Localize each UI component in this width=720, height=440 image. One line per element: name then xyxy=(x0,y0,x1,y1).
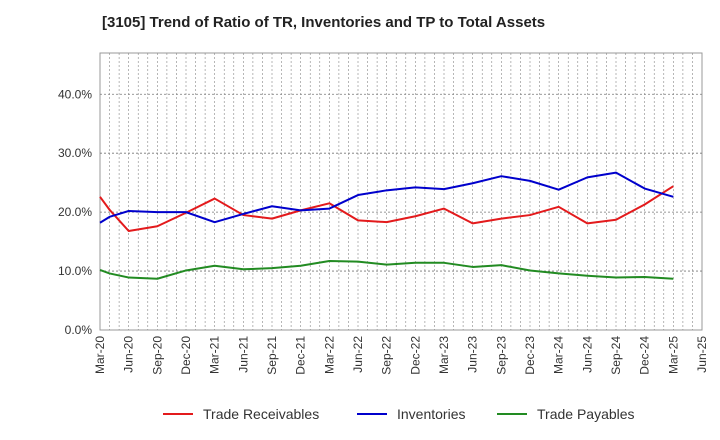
x-tick-label: Jun-21 xyxy=(236,336,250,373)
legend-label: Inventories xyxy=(397,406,465,422)
series-line xyxy=(99,171,674,224)
x-tick-label: Jun-22 xyxy=(351,336,365,373)
y-tick-label: 0.0% xyxy=(65,323,93,337)
x-tick-label: Mar-25 xyxy=(666,336,680,374)
x-tick-label: Mar-24 xyxy=(552,336,566,374)
legend-label: Trade Receivables xyxy=(203,406,319,422)
series-line xyxy=(99,185,674,232)
y-tick-label: 20.0% xyxy=(58,205,92,219)
y-tick-label: 40.0% xyxy=(58,87,92,101)
x-tick-label: Sep-22 xyxy=(380,336,394,375)
x-tick-label: Jun-25 xyxy=(695,336,709,373)
x-tick-label: Mar-22 xyxy=(322,336,336,374)
x-tick-label: Jun-20 xyxy=(122,336,136,373)
x-tick-label: Dec-22 xyxy=(408,336,422,375)
x-tick-label: Dec-20 xyxy=(179,336,193,375)
x-tick-label: Dec-23 xyxy=(523,336,537,375)
y-tick-label: 30.0% xyxy=(58,146,92,160)
x-tick-label: Jun-24 xyxy=(580,336,594,373)
x-tick-label: Sep-21 xyxy=(265,336,279,375)
series-line xyxy=(99,260,674,280)
x-tick-label: Mar-23 xyxy=(437,336,451,374)
x-tick-label: Dec-24 xyxy=(638,336,652,375)
legend-layer: Trade Receivables Inventories Trade Payabl… xyxy=(163,406,635,422)
legend-label: Trade Payables xyxy=(537,406,635,422)
series-layer xyxy=(99,171,674,280)
axis-layer: 0.0% 10.0% 20.0% 30.0% 40.0% Mar-20 Jun-20 Sep-… xyxy=(58,87,709,374)
y-tick-label: 10.0% xyxy=(58,264,92,278)
x-tick-label: Mar-21 xyxy=(208,336,222,374)
x-tick-label: Jun-23 xyxy=(466,336,480,373)
chart-title: [3105] Trend of Ratio of TR, Inventories… xyxy=(102,14,546,31)
x-tick-label: Sep-24 xyxy=(609,336,623,375)
plot-frame xyxy=(99,52,703,331)
x-tick-label: Sep-23 xyxy=(494,336,508,375)
x-tick-label: Mar-20 xyxy=(93,336,107,374)
grid-layer xyxy=(99,52,703,331)
x-tick-label: Sep-20 xyxy=(150,336,164,375)
x-tick-label: Dec-21 xyxy=(294,336,308,375)
